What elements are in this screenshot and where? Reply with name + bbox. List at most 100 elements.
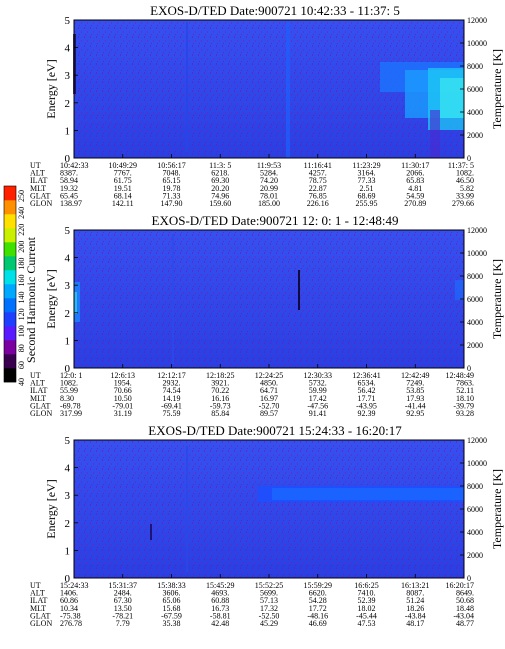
ephemeris-value: 22.87 [309, 184, 327, 193]
temperature-tick-label: 10000 [467, 459, 487, 468]
temperature-axis: 0 2000 4000 6000 8000 10000 12000 [460, 436, 487, 583]
temperature-tick-label: 2000 [467, 341, 483, 350]
energy-tick-label: 1 [65, 335, 71, 347]
colorbar-ticks: 40 60 80 100 120 140 160 180 200 220 240 250 [17, 190, 26, 386]
ephemeris-value: 15:24:33 [60, 581, 88, 590]
ephemeris-value: 4850. [260, 379, 278, 388]
ephemeris-value: 12:30:33 [304, 371, 332, 380]
ephemeris-value: 226.16 [307, 199, 329, 208]
colorbar-swatch [4, 284, 16, 299]
ephemeris-value: 15:52:25 [255, 581, 283, 590]
ephemeris-value: 4693. [211, 589, 229, 598]
ephemeris-value: 74.54 [163, 386, 181, 395]
ephemeris-value: 142.11 [112, 199, 134, 208]
temperature-axis-label: Temperature [K] [490, 259, 504, 339]
ephemeris-value: 1082. [456, 169, 474, 178]
ephemeris-row-label: UT [30, 161, 41, 170]
ephemeris-value: 19.51 [114, 184, 132, 193]
temperature-tick-label: 0 [467, 574, 471, 583]
temperature-axis-label: Temperature [K] [490, 469, 504, 549]
ephemeris-value: 35.38 [163, 619, 181, 628]
ephemeris-value: 147.90 [161, 199, 183, 208]
ephemeris-value: 65.06 [163, 596, 181, 605]
ephemeris-value: 60.86 [60, 596, 78, 605]
ephemeris-value: -43.95 [356, 401, 377, 410]
energy-tick-label: 1 [65, 125, 71, 137]
energy-tick-label: 3 [65, 490, 71, 502]
ephemeris-value: 58.94 [60, 176, 78, 185]
ephemeris-value: 17.93 [406, 394, 424, 403]
energy-axis: 0 1 2 3 4 5 [65, 15, 78, 165]
ephemeris-value: 77.33 [358, 176, 376, 185]
colorbar-swatch [4, 228, 16, 243]
ephemeris-value: 8087. [406, 589, 424, 598]
ephemeris-value: 7.79 [116, 619, 130, 628]
colorbar-swatch [4, 214, 16, 229]
energy-tick-label: 2 [65, 518, 71, 530]
ephemeris-row-label: GLON [30, 409, 52, 418]
colorbar-label: Second Harmonic Current [24, 236, 38, 363]
ephemeris-value: 64.71 [260, 386, 278, 395]
ephemeris-value: 65.15 [163, 176, 181, 185]
ephemeris-value: 85.84 [211, 409, 229, 418]
ephemeris-value: 52.39 [358, 596, 376, 605]
ephemeris-value: 16:20:17 [446, 581, 474, 590]
energy-axis: 0 1 2 3 4 5 [65, 435, 78, 585]
colorbar-swatch [4, 326, 16, 341]
ephemeris-value: 12:36:41 [352, 371, 380, 380]
ephemeris-value: 5732. [309, 379, 327, 388]
ephemeris-value: 12:24:25 [255, 371, 283, 380]
energy-axis-label: Energy [eV] [44, 479, 58, 538]
temperature-axis: 0 2000 4000 6000 8000 10000 12000 [460, 226, 487, 373]
ephemeris-value: 8.30 [60, 394, 74, 403]
ephemeris-value: 8649. [456, 589, 474, 598]
ephemeris-value: 68.69 [358, 191, 376, 200]
ephemeris-value: 3606. [163, 589, 181, 598]
temperature-tick-label: 2000 [467, 131, 483, 140]
colorbar-swatch [4, 186, 16, 201]
ephemeris-value: 255.95 [356, 199, 378, 208]
ephemeris-value: 6620. [309, 589, 327, 598]
ephemeris-value: -75.38 [60, 611, 81, 620]
ephemeris-value: 16:13:21 [401, 581, 429, 590]
ephemeris-value: 7410. [358, 589, 376, 598]
ephemeris-row-label: GLAT [30, 191, 51, 200]
colorbar-tick-label: 80 [17, 344, 26, 352]
ephemeris-value: 10.34 [60, 604, 78, 613]
temperature-tick-label: 12000 [467, 16, 487, 25]
temperature-tick-label: 0 [467, 154, 471, 163]
colorbar-swatch [4, 200, 16, 215]
colorbar-swatch [4, 256, 16, 271]
ephemeris-row-label: MLT [30, 394, 46, 403]
spectrogram-panel-3: EXOS-D/TED Date:900721 15:24:33 - 16:20:… [30, 423, 504, 628]
ephemeris-value: 53.85 [406, 386, 424, 395]
ephemeris-value: 10:49:29 [109, 161, 137, 170]
ephemeris-value: 54.28 [309, 596, 327, 605]
ephemeris-value: 4.81 [408, 184, 422, 193]
ephemeris-value: 75.59 [163, 409, 181, 418]
colorbar-tick-label: 180 [17, 258, 26, 270]
ephemeris-value: 11:3: 5 [209, 161, 231, 170]
temperature-tick-label: 8000 [467, 272, 483, 281]
ephemeris-value: 19.78 [163, 184, 181, 193]
ephemeris-value: 317.99 [60, 409, 82, 418]
colorbar-tick-label: 60 [17, 361, 26, 369]
ephemeris-value: 18.10 [456, 394, 474, 403]
ephemeris-value: 91.41 [309, 409, 327, 418]
ephemeris-value: 18.02 [358, 604, 376, 613]
colorbar-swatch [4, 368, 16, 383]
ephemeris-value: 46.69 [309, 619, 327, 628]
ephemeris-value: 55.99 [60, 386, 78, 395]
ephemeris-value: 2484. [114, 589, 132, 598]
ephemeris-value: 65.45 [60, 191, 78, 200]
ephemeris-value: 7249. [406, 379, 424, 388]
colorbar-swatch [4, 354, 16, 369]
ephemeris-value: 48.77 [456, 619, 474, 628]
spectrogram-features [73, 22, 464, 158]
ephemeris-value: 56.42 [358, 386, 376, 395]
ephemeris-value: -43.04 [453, 611, 474, 620]
ephemeris-value: 78.01 [260, 191, 278, 200]
ephemeris-value: 31.19 [114, 409, 132, 418]
ephemeris-value: 8387. [60, 169, 78, 178]
ephemeris-value: 76.85 [309, 191, 327, 200]
